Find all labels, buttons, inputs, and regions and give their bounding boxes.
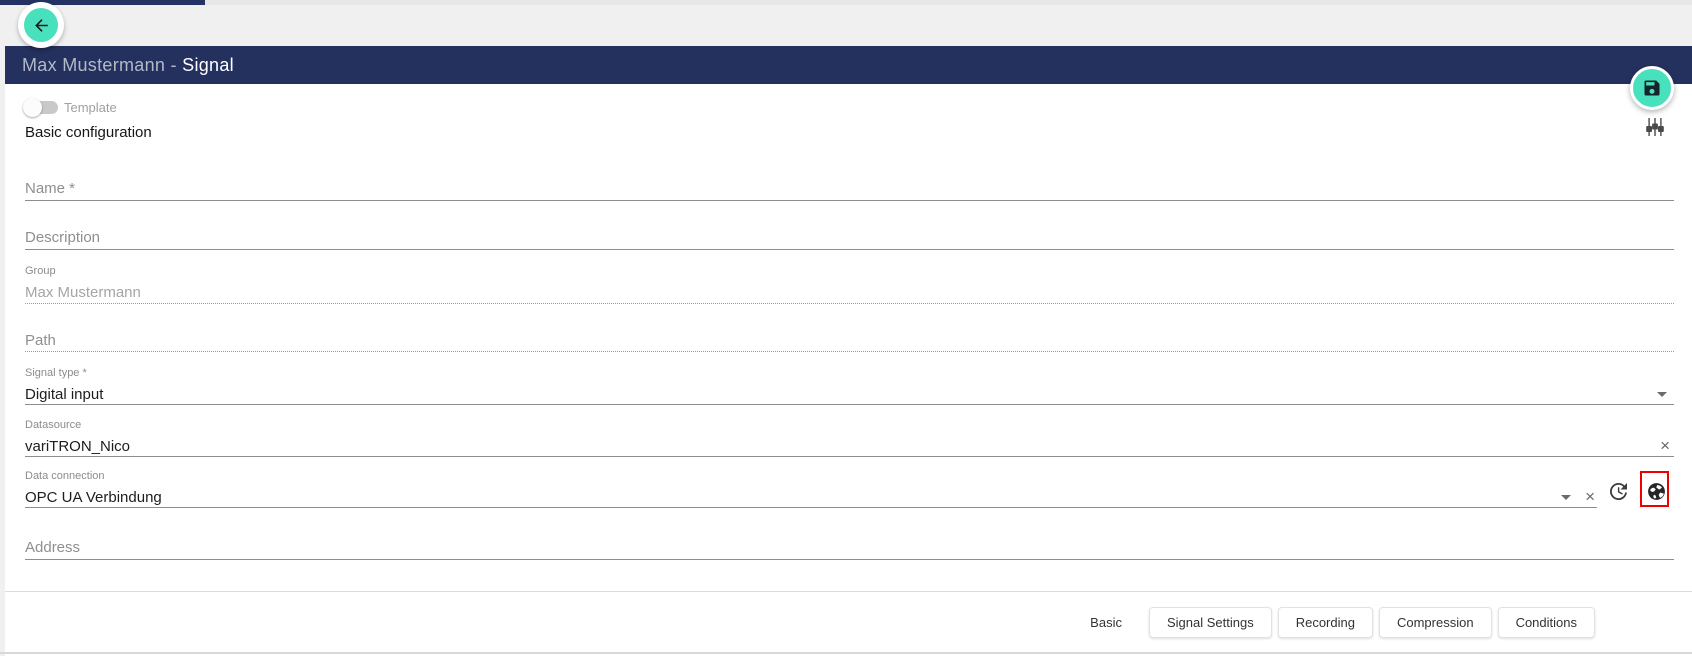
section-title: Basic configuration	[25, 124, 152, 141]
footer-divider	[5, 591, 1692, 592]
page-title-suffix: Signal	[182, 54, 234, 75]
save-icon	[1642, 78, 1662, 98]
data-connection-label: Data connection	[25, 470, 105, 482]
page-title-prefix: Max Mustermann -	[22, 54, 183, 75]
data-connection-value: OPC UA Verbindung	[25, 489, 162, 506]
footer-tab-bar: Basic Signal Settings Recording Compress…	[1076, 607, 1595, 638]
top-progress-fill	[0, 0, 205, 5]
history-button[interactable]	[1604, 478, 1630, 504]
template-toggle-label: Template	[64, 100, 117, 115]
path-input	[25, 329, 1674, 351]
history-icon	[1605, 479, 1629, 503]
group-label: Group	[25, 265, 56, 277]
signal-type-field[interactable]: Signal type * Digital input	[25, 367, 1674, 405]
path-field	[25, 329, 1674, 352]
arrow-left-icon	[32, 16, 51, 35]
data-connection-clear-icon[interactable]: ×	[1585, 487, 1595, 506]
datasource-field[interactable]: Datasource variTRON_Nico ×	[25, 419, 1674, 457]
globe-icon	[1646, 481, 1667, 502]
tab-signal-settings[interactable]: Signal Settings	[1148, 607, 1272, 638]
tab-basic[interactable]: Basic	[1076, 607, 1136, 638]
datasource-label: Datasource	[25, 419, 82, 431]
address-field[interactable]	[25, 536, 1674, 560]
signal-type-value: Digital input	[25, 386, 104, 403]
page-header: Max Mustermann - Signal	[5, 46, 1692, 84]
browse-address-space-button[interactable]	[1645, 480, 1667, 502]
address-input[interactable]	[25, 536, 1674, 559]
datasource-clear-icon[interactable]: ×	[1660, 436, 1670, 455]
vertical-sliders-icon	[1643, 115, 1667, 139]
page-title: Max Mustermann - Signal	[22, 55, 234, 76]
name-field[interactable]	[25, 177, 1674, 201]
chevron-down-icon[interactable]	[1657, 392, 1667, 397]
back-button[interactable]	[18, 2, 64, 48]
back-button-circle[interactable]	[24, 8, 58, 42]
name-input[interactable]	[25, 177, 1674, 200]
tab-compression[interactable]: Compression	[1378, 607, 1492, 638]
template-toggle[interactable]	[23, 97, 61, 117]
advanced-settings-button[interactable]	[1642, 114, 1668, 140]
tab-recording[interactable]: Recording	[1277, 607, 1373, 638]
template-toggle-thumb	[23, 98, 42, 117]
group-value: Max Mustermann	[25, 284, 141, 301]
signal-type-label: Signal type *	[25, 367, 87, 379]
group-field: Group Max Mustermann	[25, 265, 1674, 304]
page-bottom-edge	[0, 652, 1692, 654]
top-progress-strip	[0, 0, 1692, 5]
tab-conditions[interactable]: Conditions	[1497, 607, 1595, 638]
chevron-down-icon[interactable]	[1561, 495, 1571, 500]
description-input[interactable]	[25, 226, 1674, 249]
data-connection-field[interactable]: Data connection OPC UA Verbindung ×	[25, 470, 1597, 508]
datasource-value: variTRON_Nico	[25, 438, 131, 455]
description-field[interactable]	[25, 226, 1674, 250]
save-button[interactable]	[1630, 66, 1674, 110]
